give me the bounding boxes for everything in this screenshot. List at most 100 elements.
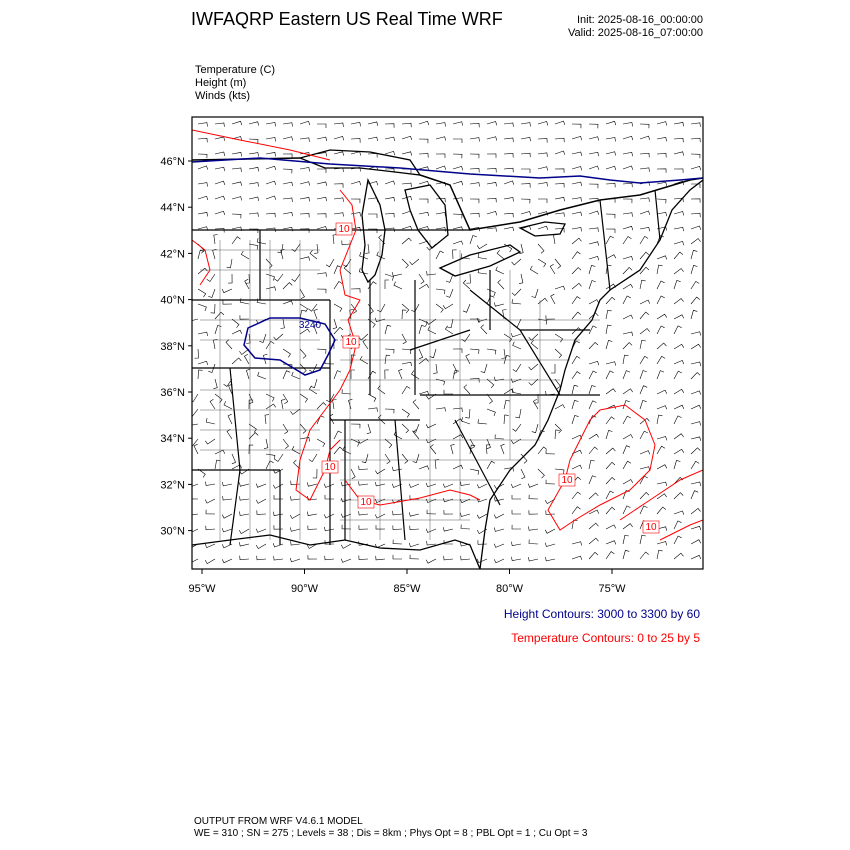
wind-barb [401, 135, 413, 141]
wind-barb [554, 228, 565, 233]
wind-barb [622, 236, 632, 245]
wind-barb [639, 491, 650, 500]
wind-barb [272, 543, 284, 548]
lat-tick-label: 38°N [160, 341, 185, 353]
wind-barb [622, 479, 634, 485]
wind-barb [545, 556, 556, 562]
wind-barb [239, 315, 250, 320]
wind-barb [605, 309, 612, 320]
wind-barb [333, 339, 338, 350]
wind-barb [510, 378, 522, 383]
wind-barb [486, 348, 497, 355]
wind-barb [426, 270, 437, 276]
wind-barb [510, 438, 522, 445]
wind-barb [435, 165, 447, 170]
wind-barb [605, 540, 617, 545]
wind-barb [571, 449, 583, 455]
wind-barb [691, 183, 701, 188]
wind-barb [500, 443, 505, 455]
wind-barb [571, 371, 581, 380]
wind-barb [493, 558, 505, 564]
wind-barb [549, 264, 556, 275]
wind-barb [366, 423, 371, 435]
lat-tick-label: 32°N [160, 479, 185, 491]
wind-barb [622, 198, 633, 204]
wind-barb [282, 348, 291, 358]
wind-barb [401, 408, 410, 418]
wind-barb [358, 525, 369, 530]
wind-barb [554, 137, 565, 143]
wind-barb [205, 525, 216, 531]
wind-barb [299, 288, 305, 300]
temperature-contour-label: 10 [360, 497, 372, 508]
wind-barb [459, 498, 471, 504]
wind-barb [530, 340, 539, 350]
wind-barb [656, 436, 668, 441]
wind-barb [690, 525, 702, 531]
wind-barb [537, 166, 548, 171]
wind-barb [401, 333, 407, 345]
wind-barb [425, 498, 437, 503]
wind-barb [368, 213, 378, 218]
wind-barb [622, 331, 633, 336]
wind-barb [656, 549, 663, 560]
wind-barb [605, 254, 617, 260]
wind-barb [656, 211, 667, 217]
wind-barb [426, 318, 437, 325]
wind-barb [588, 210, 600, 215]
wind-barb [299, 437, 310, 442]
wind-barb [197, 212, 208, 217]
wind-barb [639, 226, 650, 232]
wind-barb [248, 399, 254, 410]
wind-barb [214, 122, 225, 127]
wind-barb [255, 483, 267, 488]
wind-barb [263, 353, 268, 365]
wind-barb [393, 431, 403, 440]
wind-barb [384, 438, 393, 449]
wind-barb [409, 258, 420, 266]
wind-barb [214, 195, 226, 200]
wind-barb [465, 353, 471, 365]
wind-barb [477, 419, 488, 425]
wind-barb [299, 328, 310, 335]
wind-barb [256, 238, 267, 245]
wind-barb [511, 524, 522, 530]
wind-barb [223, 401, 233, 410]
wind-barb [486, 408, 496, 417]
wind-barb [460, 524, 471, 530]
wind-barb [412, 453, 420, 463]
wind-barb [310, 378, 318, 388]
wind-barb [673, 404, 685, 410]
wind-barb [622, 505, 631, 515]
wind-barb [341, 389, 352, 395]
wind-barb [588, 361, 600, 366]
wind-barb [571, 519, 578, 530]
wind-barb [588, 459, 595, 470]
wind-barb [639, 505, 648, 515]
wind-barb [511, 495, 521, 500]
wind-barb [291, 273, 301, 282]
wind-barb [377, 414, 386, 425]
wind-barb [375, 468, 386, 475]
wind-barb [452, 180, 464, 186]
wind-barb [418, 166, 429, 171]
wind-barb [348, 398, 353, 410]
wind-barb [192, 318, 199, 321]
wind-barb [359, 355, 369, 365]
wind-barb [622, 283, 634, 290]
wind-barb [317, 168, 327, 173]
wind-barb [469, 122, 480, 128]
wind-barb [469, 468, 480, 475]
wind-barb [425, 438, 437, 444]
wind-barb [313, 308, 318, 320]
wind-barb [656, 389, 668, 395]
wind-barb [265, 273, 275, 281]
wind-barb [409, 554, 420, 560]
wind-barb [192, 483, 199, 487]
field-height-label: Height (m) [195, 77, 247, 89]
wind-barb [282, 136, 293, 141]
wind-barb [544, 542, 556, 547]
wind-barb [527, 483, 539, 488]
wind-barb [554, 120, 566, 125]
wind-barb [544, 498, 556, 505]
